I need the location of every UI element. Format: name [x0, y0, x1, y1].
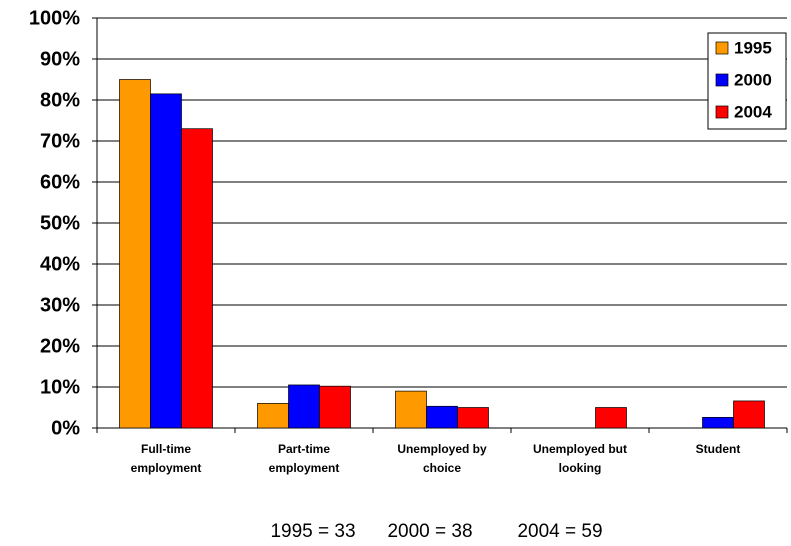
annotation: 2000 = 38 — [387, 521, 472, 542]
bar — [181, 128, 213, 429]
legend-label: 2004 — [734, 102, 772, 121]
bar — [457, 407, 489, 429]
bar — [150, 93, 182, 429]
bar — [733, 400, 765, 429]
annotation: 1995 = 33 — [270, 521, 355, 542]
x-tick-label: Student — [695, 442, 741, 456]
x-tick-label: Unemployed by choice — [397, 442, 487, 475]
bar — [426, 405, 458, 429]
legend-label: 1995 — [734, 38, 772, 57]
y-tick-label: 30% — [40, 294, 80, 316]
y-tick-label: 100% — [29, 7, 80, 29]
y-tick-label: 40% — [40, 253, 80, 275]
y-tick-label: 60% — [40, 171, 80, 193]
bar — [702, 416, 734, 429]
y-tick-label: 50% — [40, 212, 80, 234]
y-tick-label: 10% — [40, 376, 80, 398]
y-tick-label: 70% — [40, 130, 80, 152]
y-tick-label: 90% — [40, 48, 80, 70]
x-tick-label: Unemployed but looking — [532, 442, 627, 475]
bar — [257, 403, 289, 429]
bar — [595, 407, 627, 429]
legend-swatch — [715, 73, 729, 87]
y-tick-label: 0% — [51, 417, 80, 439]
legend-swatch — [715, 41, 729, 55]
y-tick-label: 20% — [40, 335, 80, 357]
bar — [288, 384, 320, 429]
legend-swatch — [715, 105, 729, 119]
annotation: 2004 = 59 — [517, 521, 602, 542]
bar — [395, 390, 427, 429]
legend-label: 2000 — [734, 70, 772, 89]
y-tick-label: 80% — [40, 89, 80, 111]
bar — [319, 385, 351, 429]
bar — [119, 79, 151, 429]
x-tick-label: Part-time employment — [268, 442, 340, 475]
x-tick-label: Full-time employment — [130, 442, 202, 475]
